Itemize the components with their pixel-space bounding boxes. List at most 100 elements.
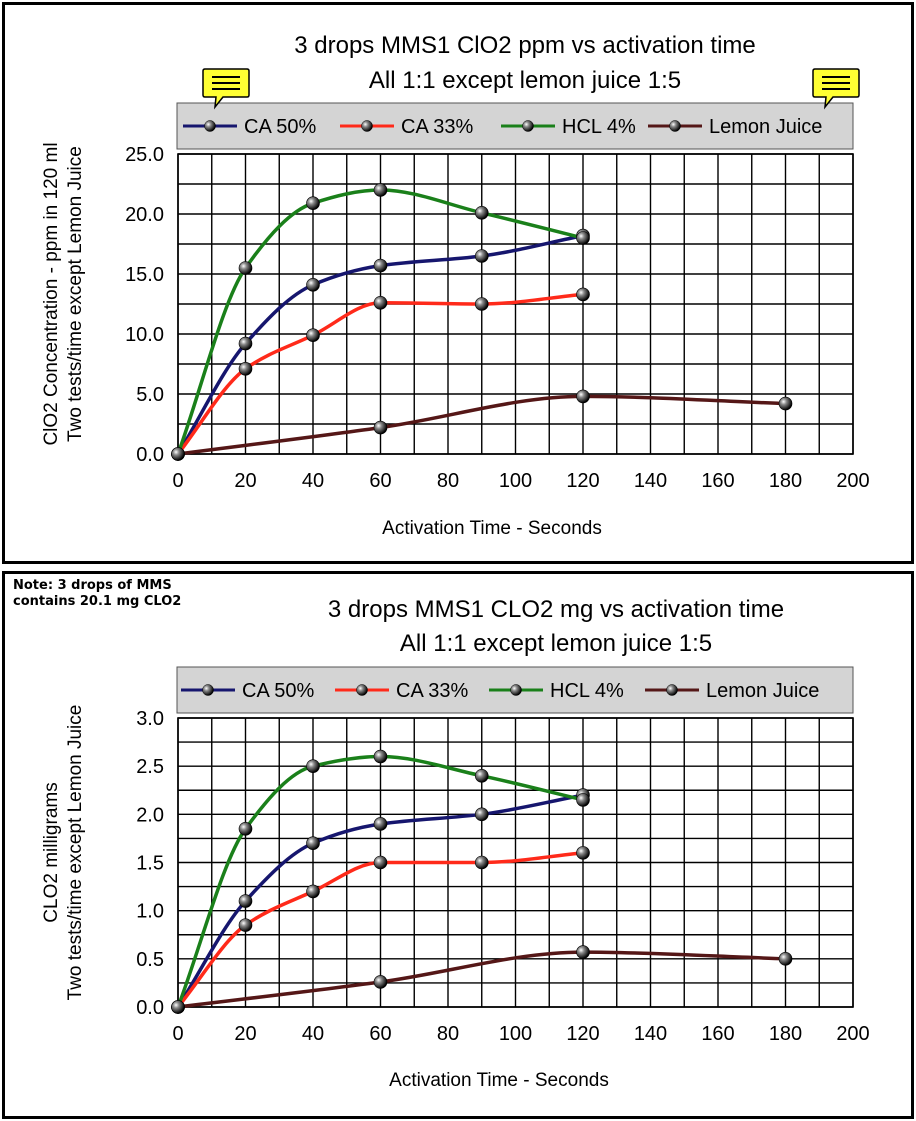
data-point: [576, 287, 590, 302]
legend-label: CA 33%: [401, 116, 473, 138]
series-line-lemon-juice: [177, 950, 786, 1009]
y-tick-label: 1.5: [136, 853, 164, 875]
legend-marker: [356, 684, 368, 696]
data-point: [373, 855, 388, 870]
x-tick-label: 20: [234, 1023, 256, 1045]
x-tick-label: 160: [701, 1023, 734, 1045]
data-point: [238, 336, 253, 351]
legend-marker: [510, 684, 522, 696]
data-point: [576, 945, 590, 959]
grid: [177, 717, 854, 1008]
chart-mg-svg: 3 drops MMS1 CLO2 mg vs activation time A…: [41, 596, 870, 1091]
chart-title: 3 drops MMS1 ClO2 ppm vs activation time: [294, 32, 756, 59]
y-tick-label: 20.0: [125, 204, 164, 226]
legend-marker: [361, 120, 373, 132]
chart-panel-ppm: 3 drops MMS1 ClO2 ppm vs activation time…: [2, 2, 914, 564]
chart-ppm-svg: 3 drops MMS1 ClO2 ppm vs activation time…: [41, 32, 870, 539]
x-tick-label: 160: [701, 470, 734, 492]
data-point: [238, 361, 253, 376]
data-point: [171, 1000, 185, 1014]
legend-label: HCL 4%: [550, 680, 624, 702]
comment-icon: [202, 68, 250, 110]
data-point: [373, 295, 388, 310]
legend-marker: [522, 120, 534, 132]
y-tick-label: 3.0: [136, 708, 164, 730]
data-point: [238, 894, 253, 908]
x-tick-label: 120: [566, 1023, 599, 1045]
data-point: [778, 396, 793, 411]
x-tick-label: 0: [172, 470, 183, 492]
legend-label: Lemon Juice: [709, 116, 822, 138]
y-tick-label: 0.5: [136, 949, 164, 971]
series-line-ca-33-: [176, 851, 584, 1009]
x-tick-label: 100: [499, 1023, 532, 1045]
legend-label: HCL 4%: [562, 116, 636, 138]
data-point: [474, 297, 489, 311]
x-tick-label: 60: [369, 470, 391, 492]
series-line-lemon-juice: [177, 394, 786, 456]
data-point: [373, 258, 388, 273]
x-tick-label: 200: [836, 1023, 869, 1045]
data-point: [306, 196, 320, 210]
legend-marker: [669, 120, 681, 132]
data-point: [576, 231, 590, 245]
data-point: [306, 328, 320, 343]
x-tick-label: 140: [634, 470, 667, 492]
legend-marker: [666, 684, 678, 696]
y-tick-label: 2.0: [136, 804, 164, 826]
grid: [177, 153, 854, 455]
x-tick-label: 20: [234, 470, 256, 492]
y-tick-label: 5.0: [136, 384, 164, 406]
y-axis-label: Two tests/time except Lemon Juice: [65, 146, 86, 442]
data-point: [778, 952, 793, 966]
series-line-ca-33-: [176, 292, 584, 456]
y-tick-label: 2.5: [136, 756, 164, 778]
data-point: [373, 975, 388, 989]
y-axis-label: CLO2 milligrams: [41, 782, 62, 922]
data-point: [474, 249, 489, 263]
y-tick-label: 1.0: [136, 901, 164, 923]
x-axis-label: Activation Time - Seconds: [382, 518, 602, 539]
plot-border: [177, 717, 854, 1008]
note-line-2: contains 20.1 mg CLO2: [13, 594, 182, 609]
y-tick-label: 0.0: [136, 444, 164, 466]
x-tick-label: 180: [769, 1023, 802, 1045]
note-line-1: Note: 3 drops of MMS: [13, 578, 172, 593]
chart-subtitle: All 1:1 except lemon juice 1:5: [400, 630, 712, 657]
legend-label: CA 33%: [396, 680, 468, 702]
legend-label: Lemon Juice: [706, 680, 819, 702]
x-tick-label: 200: [836, 470, 869, 492]
series-line-ca-50-: [176, 793, 584, 1008]
y-tick-label: 15.0: [125, 264, 164, 286]
x-tick-label: 40: [302, 470, 324, 492]
data-point: [306, 884, 320, 899]
series-line-hcl-4-: [176, 188, 584, 455]
data-point: [373, 420, 388, 435]
x-tick-label: 0: [172, 1023, 183, 1045]
data-point: [238, 918, 253, 932]
legend-marker: [202, 684, 214, 696]
x-axis-label: Activation Time - Seconds: [389, 1070, 609, 1091]
y-tick-label: 25.0: [125, 144, 164, 166]
x-tick-label: 60: [369, 1023, 391, 1045]
x-tick-label: 80: [437, 1023, 459, 1045]
data-point: [373, 817, 388, 831]
data-point: [474, 769, 489, 783]
data-point: [306, 759, 320, 773]
x-tick-label: 40: [302, 1023, 324, 1045]
data-point: [306, 836, 320, 851]
legend: CA 50% CA 33% HCL 4% Lemon Juice: [176, 102, 854, 150]
data-point: [474, 855, 489, 870]
x-tick-label: 140: [634, 1023, 667, 1045]
data-point: [373, 749, 388, 764]
comment-icon: [812, 68, 860, 110]
plot-border: [177, 153, 854, 455]
data-point: [238, 821, 253, 836]
y-tick-label: 10.0: [125, 324, 164, 346]
data-point: [373, 183, 388, 197]
legend: CA 50% CA 33% HCL 4% Lemon Juice: [176, 666, 854, 714]
legend-label: CA 50%: [244, 116, 316, 138]
x-tick-label: 80: [437, 470, 459, 492]
data-point: [306, 277, 320, 292]
data-point: [238, 261, 253, 275]
